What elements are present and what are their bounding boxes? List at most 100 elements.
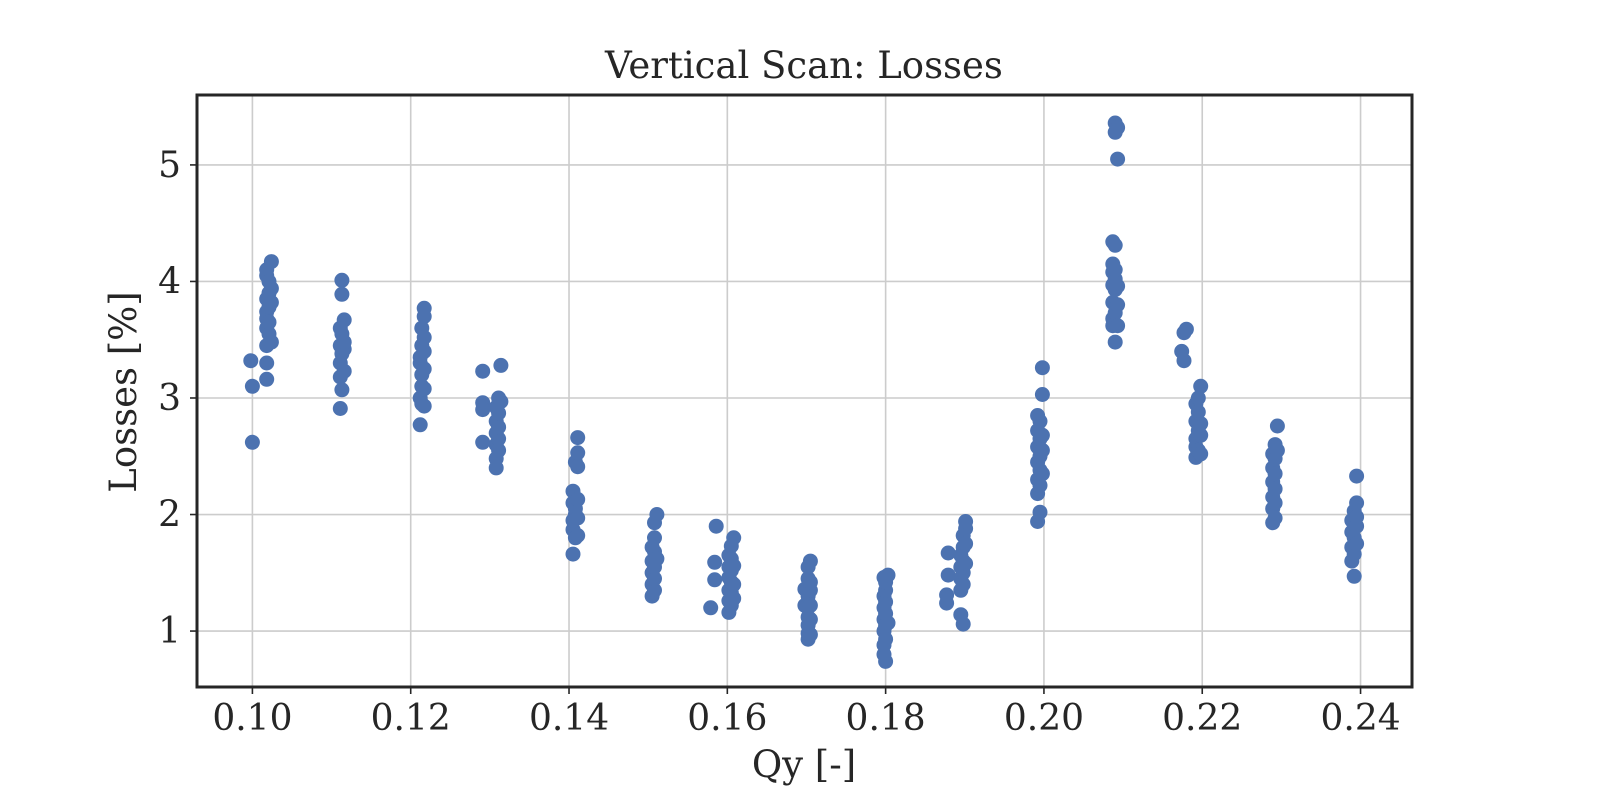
data-point [940, 545, 956, 561]
data-point [707, 572, 723, 588]
data-point [726, 530, 742, 546]
data-point [416, 300, 432, 316]
data-point [1190, 390, 1206, 406]
data-point [263, 294, 279, 310]
data-point [802, 611, 818, 627]
data-point [940, 567, 956, 583]
data-point [336, 363, 352, 379]
data-point [336, 334, 352, 350]
data-point [244, 378, 260, 394]
data-point [570, 510, 586, 526]
data-point [1107, 334, 1123, 350]
x-tick-label: 0.12 [371, 698, 451, 739]
x-tick-label: 0.22 [1162, 698, 1242, 739]
data-point [412, 417, 428, 433]
data-point [1193, 427, 1209, 443]
data-point [955, 576, 971, 592]
data-point [649, 551, 665, 567]
data-point [1267, 510, 1283, 526]
y-tick-label: 2 [158, 495, 181, 536]
data-point [261, 314, 277, 330]
data-points [243, 115, 1365, 669]
data-point [1349, 509, 1365, 525]
data-point [1193, 416, 1209, 432]
data-point [726, 576, 742, 592]
data-point [1034, 442, 1050, 458]
data-point [334, 382, 350, 398]
x-tick-label: 0.16 [687, 698, 767, 739]
data-point [570, 491, 586, 507]
data-point [726, 590, 742, 606]
data-point [491, 431, 507, 447]
y-tick-label: 5 [158, 145, 181, 186]
data-point [475, 363, 491, 379]
data-point [1176, 353, 1192, 369]
data-point [649, 507, 665, 522]
data-point [939, 587, 955, 603]
data-point [802, 553, 818, 569]
data-point [878, 631, 894, 647]
data-point [955, 616, 971, 632]
data-point [263, 280, 279, 296]
data-point [708, 518, 724, 534]
data-point [647, 582, 662, 598]
data-point [493, 357, 509, 373]
axis-ticks: 0.10 0.12 0.14 0.16 0.18 0.20 0.22 0.24 1 2 3 4 5 [158, 145, 1401, 739]
data-point [416, 361, 432, 377]
chart-title: Vertical Scan: Losses [604, 44, 1003, 87]
data-point [570, 445, 586, 461]
data-point [332, 401, 348, 416]
data-point [336, 312, 352, 328]
data-point [1190, 404, 1206, 420]
x-tick-label: 0.24 [1320, 698, 1400, 739]
data-point [491, 442, 507, 458]
data-point [491, 419, 507, 435]
data-point [1110, 120, 1126, 136]
data-point [1032, 413, 1048, 429]
data-point [334, 272, 350, 288]
data-point [878, 653, 894, 669]
x-tick-label: 0.20 [1004, 698, 1084, 739]
data-point [647, 571, 662, 587]
data-point [1034, 387, 1050, 402]
data-point [263, 334, 279, 350]
x-tick-label: 0.10 [212, 698, 292, 739]
data-point [1034, 360, 1050, 376]
data-point [1032, 477, 1048, 493]
data-point [1034, 427, 1050, 443]
data-point [475, 402, 491, 418]
data-point [1349, 468, 1365, 484]
data-point [1267, 481, 1283, 497]
y-tick-label: 4 [158, 261, 181, 302]
data-point [802, 597, 818, 613]
data-point [647, 530, 662, 546]
data-point [707, 554, 723, 570]
data-point [263, 254, 279, 270]
data-point [1267, 466, 1283, 482]
data-point [570, 528, 586, 543]
data-point [1178, 321, 1194, 337]
data-point [703, 600, 719, 616]
y-axis-label: Losses [%] [102, 291, 145, 493]
data-point [259, 371, 275, 387]
data-point [416, 343, 432, 359]
data-point [416, 329, 432, 345]
data-point [1346, 568, 1362, 584]
data-point [1193, 446, 1209, 462]
data-point [259, 355, 275, 371]
data-point [1267, 495, 1283, 511]
data-point [475, 434, 491, 450]
y-tick-label: 1 [158, 611, 181, 652]
data-point [243, 353, 259, 369]
data-point [958, 536, 974, 552]
data-point [416, 381, 432, 397]
data-point [802, 627, 818, 643]
data-point [565, 546, 581, 562]
data-point [958, 514, 974, 529]
data-point [1110, 151, 1126, 167]
data-point [878, 594, 894, 610]
data-point [726, 558, 742, 574]
data-point [880, 615, 896, 631]
x-tick-label: 0.14 [529, 698, 609, 739]
